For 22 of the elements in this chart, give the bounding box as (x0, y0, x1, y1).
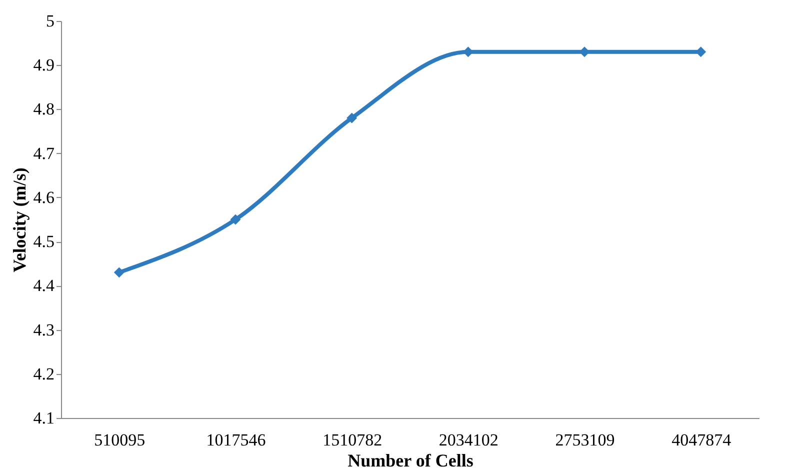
y-tick-label: 5 (46, 12, 54, 30)
y-tick-label: 4.6 (33, 188, 54, 207)
x-tick-label: 510095 (94, 430, 146, 450)
y-tick-label: 4.3 (33, 320, 54, 340)
y-tick-label: 4.1 (33, 408, 54, 428)
point (114, 267, 124, 278)
point (696, 46, 706, 58)
x-tick-label: 2753109 (555, 430, 615, 450)
x-tick-label: 4047874 (672, 430, 732, 450)
point (230, 214, 241, 225)
x-tick-label: 1510782 (322, 430, 382, 450)
x-tick-label: 2034102 (438, 430, 498, 450)
y-axis-title: Velocity (m/s) (9, 168, 30, 272)
y-tick-label: 4.9 (33, 56, 54, 75)
x-tick-label: 1017546 (206, 430, 266, 450)
y-tick-label: 4.5 (33, 232, 54, 252)
y-tick-label: 4.2 (33, 364, 54, 384)
y-tick-label: 4.7 (33, 144, 55, 163)
y-tick-label: 4.8 (33, 100, 54, 119)
x-axis-title: Number of Cells (348, 450, 474, 470)
y-tick-label: 4.4 (33, 276, 55, 296)
point (346, 112, 358, 124)
